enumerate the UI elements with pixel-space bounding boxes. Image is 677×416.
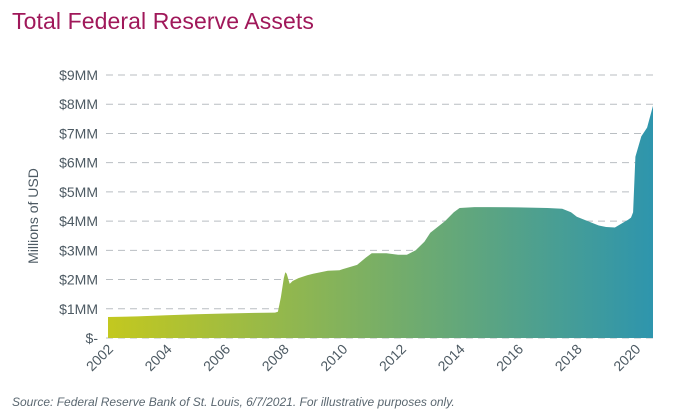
y-tick-label: $3MM (59, 242, 98, 258)
y-tick-label: $1MM (59, 301, 98, 317)
y-tick-label: $8MM (59, 96, 98, 112)
x-axis-ticks: 2002 2004 2006 2008 2010 2012 2014 2016 2018 2020 (83, 341, 644, 374)
x-tick-label: 2006 (200, 341, 233, 374)
y-axis-label: Millions of USD (25, 168, 41, 264)
y-tick-label: $- (86, 330, 99, 346)
x-tick-label: 2012 (376, 341, 409, 374)
y-tick-label: $6MM (59, 155, 98, 171)
area-series (108, 105, 653, 338)
y-tick-label: $4MM (59, 213, 98, 229)
x-tick-label: 2014 (434, 341, 467, 374)
y-axis-ticks: $- $1MM $2MM $3MM $4MM $5MM $6MM $7MM $8MM $9MM (59, 67, 98, 346)
y-tick-label: $9MM (59, 67, 98, 83)
y-tick-label: $2MM (59, 272, 98, 288)
x-tick-label: 2004 (141, 341, 174, 374)
source-note: Source: Federal Reserve Bank of St. Loui… (12, 395, 455, 409)
x-tick-label: 2018 (552, 341, 585, 374)
x-tick-label: 2016 (493, 341, 526, 374)
chart-title: Total Federal Reserve Assets (12, 8, 314, 34)
area-chart: $- $1MM $2MM $3MM $4MM $5MM $6MM $7MM $8MM $9MM 2… (25, 67, 653, 374)
x-tick-label: 2008 (259, 341, 292, 374)
x-tick-label: 2010 (317, 341, 350, 374)
y-tick-label: $7MM (59, 125, 98, 141)
x-tick-label: 2020 (610, 341, 643, 374)
y-tick-label: $5MM (59, 184, 98, 200)
area-fill (108, 105, 653, 338)
